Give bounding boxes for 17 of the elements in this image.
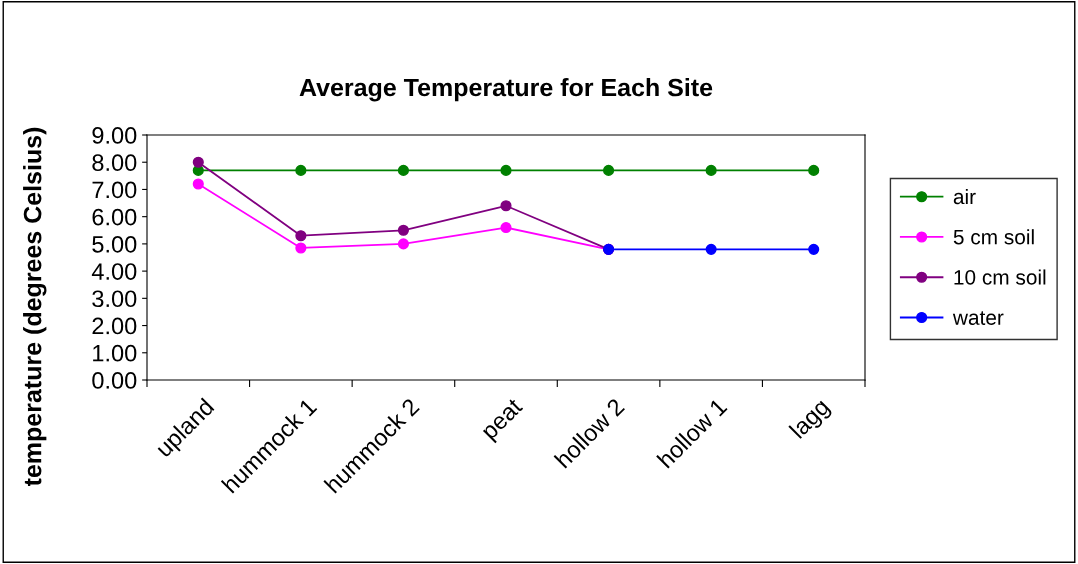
legend-label: 10 cm soil	[954, 269, 1046, 285]
y-tick-label: 0.00	[92, 372, 137, 389]
legend-label: air	[953, 188, 976, 205]
y-tick-label: 1.00	[93, 344, 137, 362]
y-axis-title: temperature (degrees Celsius)	[23, 127, 47, 487]
y-tick-label: 6.00	[92, 208, 137, 226]
y-tick-label: 5.00	[92, 235, 137, 253]
y-tick-label: 2.00	[92, 317, 137, 335]
chart-title: Average Temperature for Each Site	[299, 77, 713, 102]
legend-label: water	[952, 311, 1004, 325]
legend-label: 5 cm soil	[953, 229, 1034, 245]
y-tick-label: 8.00	[92, 154, 137, 172]
y-tick-label: 9.00	[92, 127, 137, 144]
y-tick-label: 7.00	[92, 181, 137, 199]
y-tick-label: 4.00	[91, 263, 137, 280]
x-tick-label: lagg	[788, 397, 834, 443]
y-tick-label: 3.00	[92, 290, 137, 308]
